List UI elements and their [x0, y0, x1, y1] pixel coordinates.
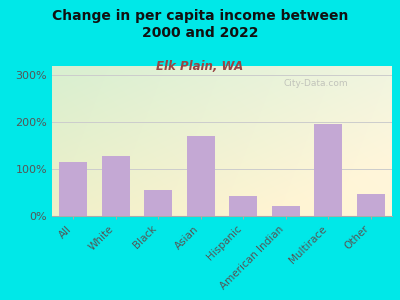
Bar — [230, 196, 257, 216]
Bar — [102, 156, 130, 216]
Text: Elk Plain, WA: Elk Plain, WA — [156, 60, 244, 73]
Text: Change in per capita income between
2000 and 2022: Change in per capita income between 2000… — [52, 9, 348, 40]
Bar — [60, 162, 87, 216]
Bar — [314, 124, 342, 216]
Bar — [272, 206, 300, 216]
Bar — [187, 136, 214, 216]
Text: City-Data.com: City-Data.com — [283, 80, 348, 88]
Bar — [144, 190, 172, 216]
Bar — [357, 194, 384, 216]
